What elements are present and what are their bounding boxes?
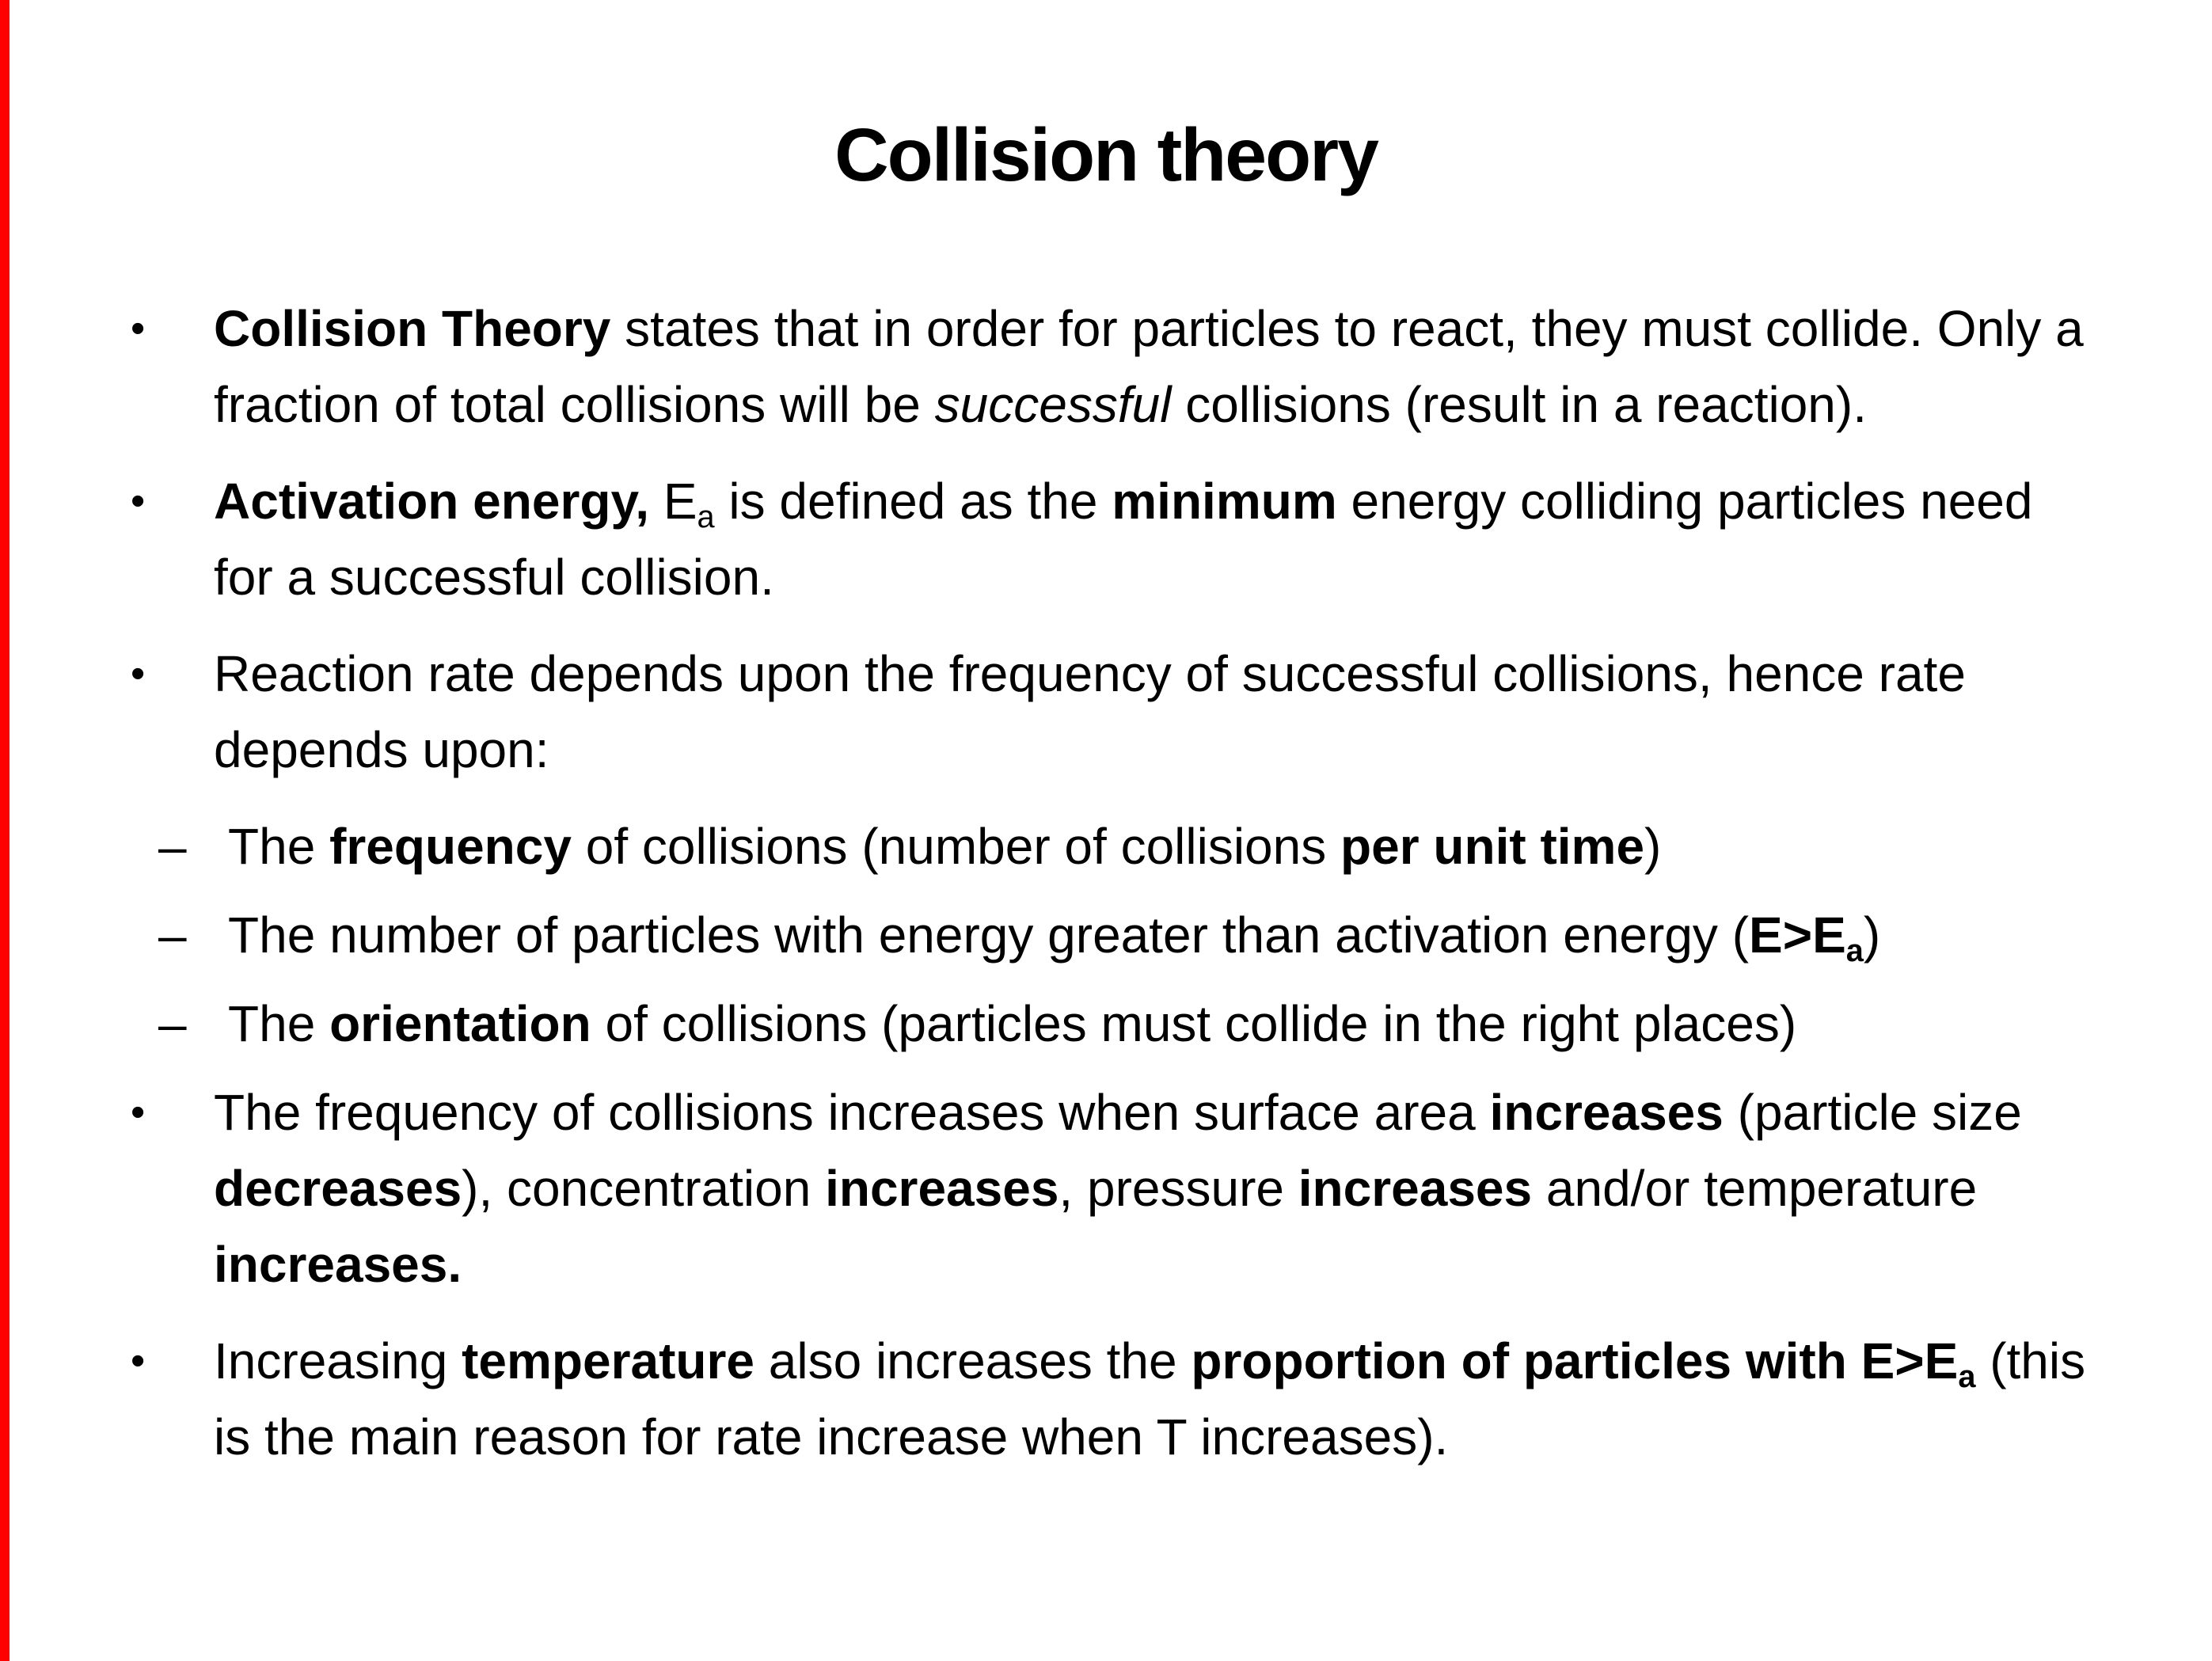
dash-marker: – bbox=[158, 818, 187, 876]
bullet-text: The frequency of collisions increases wh… bbox=[214, 1074, 2093, 1302]
text-run: E>E bbox=[1749, 907, 1846, 964]
dash-marker: – bbox=[158, 907, 187, 964]
text-run: states that in order for particles to re… bbox=[214, 300, 2084, 434]
text-run: proportion of particles with E>E bbox=[1191, 1332, 1959, 1390]
text-run: successful bbox=[934, 376, 1172, 434]
text-run: The number of particles with energy grea… bbox=[228, 907, 1749, 964]
text-run: of collisions (particles must collide in… bbox=[591, 995, 1797, 1053]
bullet-text: Activation energy, Ea is defined as the … bbox=[214, 463, 2093, 615]
dash-marker: – bbox=[158, 995, 187, 1053]
text-run: Increasing bbox=[214, 1332, 462, 1390]
text-run: increases bbox=[1489, 1084, 1724, 1142]
text-run: increases bbox=[825, 1160, 1059, 1218]
bullet-item: • Collision Theory states that in order f… bbox=[0, 291, 2212, 443]
sub-bullet-item: – The number of particles with energy gre… bbox=[0, 897, 2212, 973]
bullet-dot-marker: • bbox=[131, 478, 146, 525]
bullet-text: The orientation of collisions (particles… bbox=[228, 986, 2133, 1062]
text-run: Activation energy, bbox=[214, 473, 650, 530]
text-run: Reaction rate depends upon the frequency… bbox=[214, 645, 1966, 779]
bullet-list: • Collision Theory states that in order f… bbox=[0, 291, 2212, 1475]
text-run: frequency bbox=[329, 818, 572, 876]
text-run: increases bbox=[1298, 1160, 1533, 1218]
text-run: Collision Theory bbox=[214, 300, 611, 358]
text-run: The bbox=[228, 818, 330, 876]
bullet-text: The frequency of collisions (number of c… bbox=[228, 808, 2133, 884]
text-run: ), concentration bbox=[462, 1160, 826, 1218]
text-run: , pressure bbox=[1058, 1160, 1298, 1218]
bullet-item: • The frequency of collisions increases w… bbox=[0, 1074, 2212, 1302]
bullet-dot-marker: • bbox=[131, 651, 146, 697]
text-run: and/or temperature bbox=[1532, 1160, 1978, 1218]
text-run: The bbox=[228, 995, 330, 1053]
bullet-text: The number of particles with energy grea… bbox=[228, 897, 2133, 973]
bullet-item: • Increasing temperature also increases t… bbox=[0, 1323, 2212, 1475]
slide-title: Collision theory bbox=[834, 113, 1379, 197]
text-run: energy colliding particles need for a su… bbox=[214, 473, 2033, 606]
sub-bullet-item: – The frequency of collisions (number of … bbox=[0, 808, 2212, 884]
sub-bullet-item: – The orientation of collisions (particle… bbox=[0, 986, 2212, 1062]
text-run: a bbox=[697, 500, 715, 535]
text-run: (particle size bbox=[1723, 1084, 2022, 1142]
bullet-dot-marker: • bbox=[131, 1338, 146, 1385]
left-edge-stripe bbox=[0, 0, 10, 1661]
text-run: also increases the bbox=[754, 1332, 1192, 1390]
text-run: temperature bbox=[462, 1332, 754, 1390]
bullet-text: Reaction rate depends upon the frequency… bbox=[214, 636, 2093, 788]
bullet-text: Collision Theory states that in order fo… bbox=[214, 291, 2093, 443]
text-run: a bbox=[1958, 1359, 1976, 1395]
text-run: increases. bbox=[214, 1236, 462, 1294]
text-run: minimum bbox=[1112, 473, 1337, 530]
text-run: of collisions (number of collisions bbox=[571, 818, 1340, 876]
text-run: ) bbox=[1863, 907, 1881, 964]
text-run: decreases bbox=[214, 1160, 462, 1218]
bullet-text: Increasing temperature also increases th… bbox=[214, 1323, 2093, 1475]
text-run: ) bbox=[1644, 818, 1662, 876]
bullet-dot-marker: • bbox=[131, 1089, 146, 1136]
bullet-item: • Reaction rate depends upon the frequenc… bbox=[0, 636, 2212, 788]
text-run: orientation bbox=[329, 995, 591, 1053]
text-run: E bbox=[649, 473, 697, 530]
text-run: is defined as the bbox=[714, 473, 1112, 530]
text-run: (this is the main reason for rate increa… bbox=[214, 1332, 2086, 1466]
text-run: per unit time bbox=[1340, 818, 1645, 876]
text-run: collisions (result in a reaction). bbox=[1171, 376, 1867, 434]
text-run: The frequency of collisions increases wh… bbox=[214, 1084, 1490, 1142]
bullet-item: • Activation energy, Ea is defined as the… bbox=[0, 463, 2212, 615]
bullet-dot-marker: • bbox=[131, 306, 146, 352]
text-run: a bbox=[1845, 933, 1864, 969]
